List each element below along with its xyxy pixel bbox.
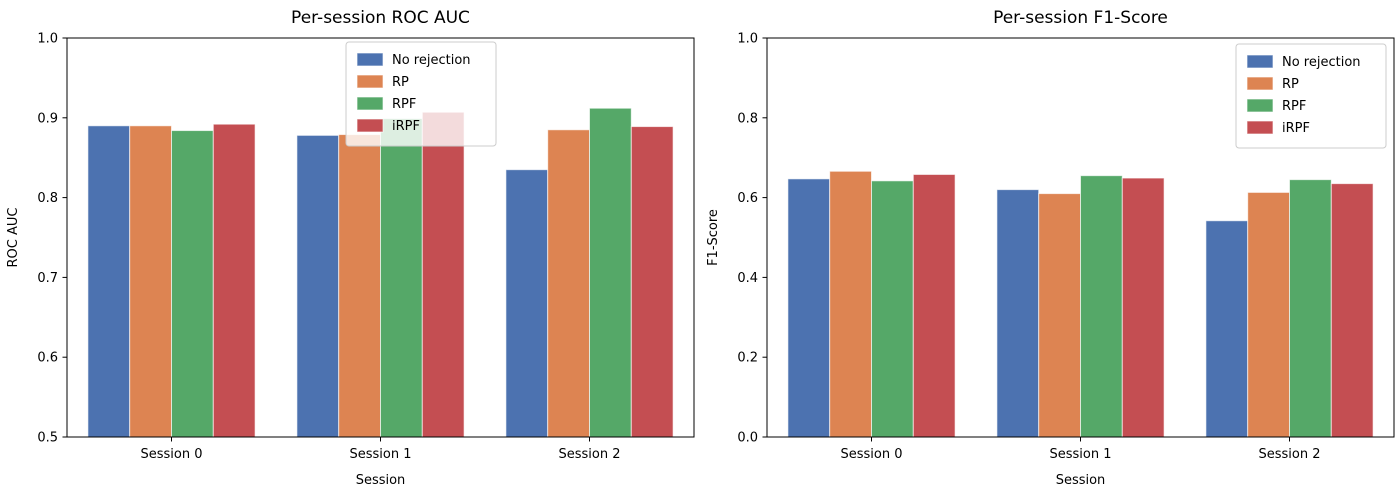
x-tick-label: Session 0 bbox=[140, 447, 202, 462]
bar-irpf-session-1 bbox=[1121, 177, 1165, 438]
y-tick-label: 1.0 bbox=[737, 32, 758, 47]
legend-swatch-irpf bbox=[356, 118, 384, 133]
legend-swatch-rpf bbox=[1246, 98, 1274, 113]
x-tick-label: Session 2 bbox=[558, 447, 620, 462]
y-axis-label: ROC AUC bbox=[6, 208, 21, 268]
legend-label-irpf: iRPF bbox=[392, 119, 420, 134]
bar-rp-session-2 bbox=[1247, 191, 1291, 438]
bars-group bbox=[787, 170, 1374, 438]
y-tick-label: 0.9 bbox=[37, 111, 58, 126]
legend: No rejection RP RPF iRPF bbox=[1235, 43, 1387, 149]
y-tick-label: 0.8 bbox=[37, 191, 58, 206]
legend-label-irpf: iRPF bbox=[1282, 121, 1310, 136]
chart-title: Per-session F1-Score bbox=[993, 8, 1168, 28]
bar-rpf-session-0 bbox=[171, 130, 214, 438]
bar-rpf-session-0 bbox=[871, 180, 914, 438]
bar-rpf-session-1 bbox=[1080, 175, 1123, 438]
y-tick-label: 0.5 bbox=[37, 431, 58, 446]
bar-no-rejection-session-2 bbox=[505, 169, 549, 438]
legend-label-no-rejection: No rejection bbox=[392, 53, 471, 68]
bar-irpf-session-0 bbox=[212, 123, 256, 438]
y-tick-label: 0.0 bbox=[737, 431, 758, 446]
bar-rp-session-1 bbox=[338, 134, 382, 438]
bar-rp-session-0 bbox=[829, 170, 872, 438]
bar-rpf-session-2 bbox=[1289, 179, 1332, 438]
bar-irpf-session-2 bbox=[630, 126, 674, 438]
bar-no-rejection-session-0 bbox=[87, 125, 131, 438]
legend-swatch-no-rejection bbox=[356, 52, 384, 67]
legend-label-rpf: RPF bbox=[1282, 99, 1306, 114]
y-tick-label: 0.7 bbox=[37, 271, 58, 286]
chart-title: Per-session ROC AUC bbox=[291, 8, 470, 28]
legend: No rejection RP RPF iRPF bbox=[345, 41, 497, 147]
y-tick-label: 0.6 bbox=[737, 191, 758, 206]
x-axis: Session 0 Session 1 Session 2 bbox=[840, 437, 1321, 462]
legend-swatch-irpf bbox=[1246, 120, 1274, 135]
y-tick-label: 0.8 bbox=[737, 111, 758, 126]
bar-irpf-session-1 bbox=[421, 111, 465, 438]
legend-swatch-rpf bbox=[356, 96, 384, 111]
x-tick-label: Session 2 bbox=[1258, 447, 1320, 462]
bar-no-rejection-session-0 bbox=[787, 178, 831, 438]
legend-label-rp: RP bbox=[1282, 77, 1299, 92]
x-tick-label: Session 0 bbox=[840, 447, 902, 462]
bar-rp-session-1 bbox=[1038, 193, 1082, 438]
bar-rp-session-2 bbox=[547, 129, 591, 438]
legend-label-rpf: RPF bbox=[392, 97, 416, 112]
x-axis-label: Session bbox=[1056, 473, 1106, 488]
bar-no-rejection-session-2 bbox=[1205, 220, 1249, 438]
bar-no-rejection-session-1 bbox=[296, 134, 340, 438]
y-tick-label: 0.4 bbox=[737, 271, 758, 286]
y-axis: 0.5 0.6 0.7 0.8 0.9 1.0 bbox=[37, 32, 67, 446]
bar-rp-session-0 bbox=[129, 125, 172, 438]
x-tick-label: Session 1 bbox=[349, 447, 411, 462]
bar-no-rejection-session-1 bbox=[996, 189, 1040, 438]
y-axis-label: F1-Score bbox=[706, 209, 721, 266]
bar-irpf-session-2 bbox=[1330, 183, 1374, 438]
x-axis-label: Session bbox=[356, 473, 406, 488]
y-tick-label: 0.6 bbox=[37, 351, 58, 366]
x-axis: Session 0 Session 1 Session 2 bbox=[140, 437, 621, 462]
y-tick-label: 1.0 bbox=[37, 32, 58, 47]
x-tick-label: Session 1 bbox=[1049, 447, 1111, 462]
legend-swatch-rp bbox=[1246, 76, 1274, 91]
bar-rpf-session-1 bbox=[380, 118, 423, 438]
y-axis: 0.0 0.2 0.4 0.6 0.8 1.0 bbox=[737, 32, 767, 446]
legend-label-no-rejection: No rejection bbox=[1282, 55, 1361, 70]
legend-label-rp: RP bbox=[392, 75, 409, 90]
y-tick-label: 0.2 bbox=[737, 351, 758, 366]
bar-irpf-session-0 bbox=[912, 173, 956, 438]
bars-group bbox=[87, 107, 674, 438]
bar-rpf-session-2 bbox=[589, 107, 632, 438]
legend-swatch-no-rejection bbox=[1246, 54, 1274, 69]
legend-swatch-rp bbox=[356, 74, 384, 89]
